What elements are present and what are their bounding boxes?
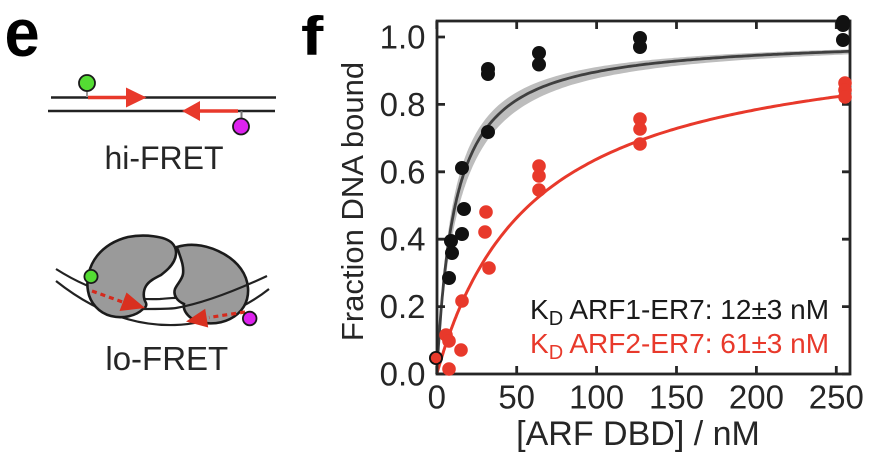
svg-text:0.2: 0.2 — [380, 288, 426, 325]
svg-text:f: f — [301, 4, 324, 66]
svg-text:200: 200 — [729, 379, 784, 416]
svg-text:250: 250 — [809, 379, 864, 416]
svg-text:100: 100 — [569, 379, 624, 416]
svg-text:0.4: 0.4 — [380, 221, 426, 258]
svg-text:1.0: 1.0 — [380, 19, 426, 56]
svg-text:lo-FRET: lo-FRET — [105, 340, 228, 377]
svg-text:0.0: 0.0 — [380, 356, 426, 393]
svg-text:0.8: 0.8 — [380, 86, 426, 123]
svg-text:KD ARF2-ER7: 61±3 nM: KD ARF2-ER7: 61±3 nM — [530, 328, 829, 364]
svg-text:50: 50 — [498, 379, 535, 416]
svg-text:Fraction DNA bound: Fraction DNA bound — [335, 62, 370, 341]
svg-text:150: 150 — [649, 379, 704, 416]
svg-text:[ARF DBD] / nM: [ARF DBD] / nM — [516, 415, 760, 453]
svg-text:hi-FRET: hi-FRET — [104, 140, 223, 176]
svg-text:0: 0 — [428, 379, 446, 416]
svg-text:e: e — [5, 0, 40, 70]
svg-text:0.6: 0.6 — [380, 153, 426, 190]
svg-text:KD ARF1-ER7: 12±3 nM: KD ARF1-ER7: 12±3 nM — [530, 294, 829, 330]
